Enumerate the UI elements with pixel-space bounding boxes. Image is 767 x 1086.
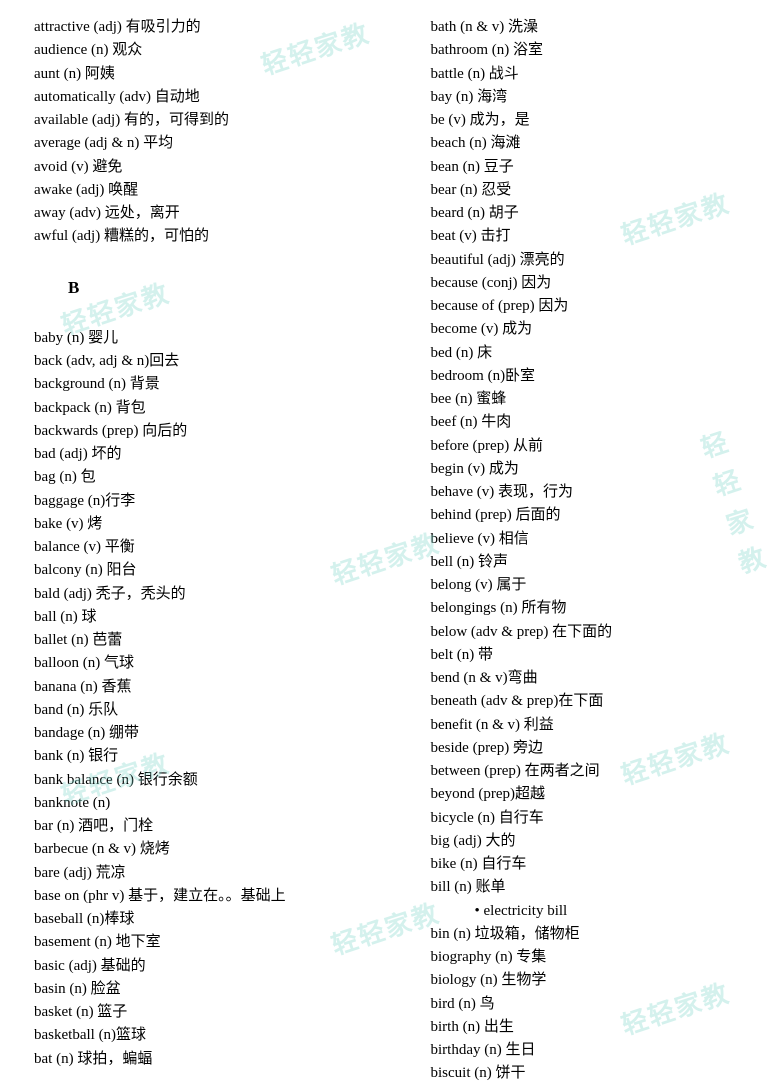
vocab-entry: baby (n) 婴儿 (34, 327, 351, 350)
vocab-entry: believe (v) 相信 (431, 528, 748, 551)
vocab-entry: bald (adj) 秃子，秃头的 (34, 583, 351, 606)
vocab-entry: bed (n) 床 (431, 342, 748, 365)
vocab-entry: backpack (n) 背包 (34, 397, 351, 420)
vocab-entry: behave (v) 表现，行为 (431, 481, 748, 504)
vocab-entry: bend (n & v)弯曲 (431, 667, 748, 690)
vocab-entry: balance (v) 平衡 (34, 536, 351, 559)
vocab-entry: banknote (n) (34, 792, 351, 815)
vocab-entry: bar (n) 酒吧，门栓 (34, 815, 351, 838)
vocab-entry: beard (n) 胡子 (431, 202, 748, 225)
vocab-entry: behind (prep) 后面的 (431, 504, 748, 527)
vocab-entry: bike (n) 自行车 (431, 853, 748, 876)
vocab-entry: bathroom (n) 浴室 (431, 39, 748, 62)
vocab-entry: between (prep) 在两者之间 (431, 760, 748, 783)
vocab-entry: baggage (n)行李 (34, 490, 351, 513)
vocab-entry: below (adv & prep) 在下面的 (431, 621, 748, 644)
vocab-entry: bath (n & v) 洗澡 (431, 16, 748, 39)
vocab-entry: before (prep) 从前 (431, 435, 748, 458)
vocab-entry: bin (n) 垃圾箱，储物柜 (431, 923, 748, 946)
vocab-entry: biscuit (n) 饼干 (431, 1062, 748, 1085)
vocab-entry: biology (n) 生物学 (431, 969, 748, 992)
vocab-entry: basket (n) 篮子 (34, 1001, 351, 1024)
vocab-entry: beat (v) 击打 (431, 225, 748, 248)
vocab-entry: bedroom (n)卧室 (431, 365, 748, 388)
vocab-entry: backwards (prep) 向后的 (34, 420, 351, 443)
vocab-entry: beneath (adv & prep)在下面 (431, 690, 748, 713)
vocab-entry: ball (n) 球 (34, 606, 351, 629)
vocab-entry: beef (n) 牛肉 (431, 411, 748, 434)
vocab-entry: bad (adj) 坏的 (34, 443, 351, 466)
vocab-entry: aunt (n) 阿姨 (34, 63, 351, 86)
vocab-entry: back (adv, adj & n)回去 (34, 350, 351, 373)
vocab-entry: bee (n) 蜜蜂 (431, 388, 748, 411)
vocab-entry: bird (n) 鸟 (431, 993, 748, 1016)
vocab-entry: bay (n) 海湾 (431, 86, 748, 109)
vocab-entry: become (v) 成为 (431, 318, 748, 341)
vocab-entry: bill (n) 账单 (431, 876, 748, 899)
vocab-entry: be (v) 成为，是 (431, 109, 748, 132)
vocab-entry: bake (v) 烤 (34, 513, 351, 536)
vocab-entry: baseball (n)棒球 (34, 908, 351, 931)
vocab-entry: bean (n) 豆子 (431, 156, 748, 179)
vocab-entry: awake (adj) 唤醒 (34, 179, 351, 202)
vocab-entry: bank (n) 银行 (34, 745, 351, 768)
vocab-entry: because of (prep) 因为 (431, 295, 748, 318)
vocab-entry: avoid (v) 避免 (34, 156, 351, 179)
vocab-entry: benefit (n & v) 利益 (431, 714, 748, 737)
section-heading-b: B (68, 275, 351, 301)
vocab-entry: away (adv) 远处，离开 (34, 202, 351, 225)
vocab-entry: belt (n) 带 (431, 644, 748, 667)
vocab-entry: ballet (n) 芭蕾 (34, 629, 351, 652)
vocab-entry: base on (phr v) 基于，建立在。。基础上 (34, 885, 351, 908)
vocab-entry: bat (n) 球拍，蝙蝠 (34, 1048, 351, 1071)
vocab-entry: attractive (adj) 有吸引力的 (34, 16, 351, 39)
vocab-entry: bear (n) 忍受 (431, 179, 748, 202)
vocab-entry: bell (n) 铃声 (431, 551, 748, 574)
vocab-entry: bank balance (n) 银行余额 (34, 769, 351, 792)
vocab-entry: basin (n) 脸盆 (34, 978, 351, 1001)
right-column: bath (n & v) 洗澡bathroom (n) 浴室battle (n)… (431, 16, 748, 1086)
vocab-entry: basement (n) 地下室 (34, 931, 351, 954)
vocab-entry: band (n) 乐队 (34, 699, 351, 722)
vocab-entry: basketball (n)篮球 (34, 1024, 351, 1047)
vocab-entry: birthday (n) 生日 (431, 1039, 748, 1062)
vocab-entry: beach (n) 海滩 (431, 132, 748, 155)
vocab-subentry: • electricity bill (475, 900, 748, 923)
vocab-entry: bandage (n) 绷带 (34, 722, 351, 745)
vocab-entry: beyond (prep)超越 (431, 783, 748, 806)
vocab-entry: biography (n) 专集 (431, 946, 748, 969)
vocab-entry: bare (adj) 荒凉 (34, 862, 351, 885)
vocab-entry: awful (adj) 糟糕的，可怕的 (34, 225, 351, 248)
vocab-entry: belongings (n) 所有物 (431, 597, 748, 620)
vocab-entry: begin (v) 成为 (431, 458, 748, 481)
vocab-entry: barbecue (n & v) 烧烤 (34, 838, 351, 861)
vocab-entry: beautiful (adj) 漂亮的 (431, 249, 748, 272)
vocab-entry: because (conj) 因为 (431, 272, 748, 295)
vocab-entry: average (adj & n) 平均 (34, 132, 351, 155)
page-root: attractive (adj) 有吸引力的audience (n) 观众aun… (0, 0, 767, 1086)
vocab-entry: beside (prep) 旁边 (431, 737, 748, 760)
vocab-entry: banana (n) 香蕉 (34, 676, 351, 699)
vocab-entry: bicycle (n) 自行车 (431, 807, 748, 830)
vocab-entry: battle (n) 战斗 (431, 63, 748, 86)
vocab-entry: available (adj) 有的，可得到的 (34, 109, 351, 132)
vocab-entry: bag (n) 包 (34, 466, 351, 489)
vocab-entry: balcony (n) 阳台 (34, 559, 351, 582)
left-column: attractive (adj) 有吸引力的audience (n) 观众aun… (34, 16, 351, 1086)
vocab-entry: audience (n) 观众 (34, 39, 351, 62)
vocab-entry: birth (n) 出生 (431, 1016, 748, 1039)
vocab-entry: background (n) 背景 (34, 373, 351, 396)
vocab-entry: big (adj) 大的 (431, 830, 748, 853)
vocab-entry: basic (adj) 基础的 (34, 955, 351, 978)
vocab-entry: belong (v) 属于 (431, 574, 748, 597)
vocab-entry: automatically (adv) 自动地 (34, 86, 351, 109)
vocab-entry: balloon (n) 气球 (34, 652, 351, 675)
